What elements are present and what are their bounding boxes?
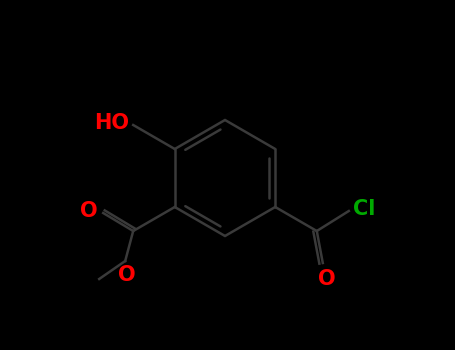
- Text: HO: HO: [94, 113, 129, 133]
- Text: O: O: [318, 269, 336, 289]
- Text: Cl: Cl: [353, 199, 375, 219]
- Text: O: O: [118, 265, 136, 285]
- Text: O: O: [80, 201, 97, 221]
